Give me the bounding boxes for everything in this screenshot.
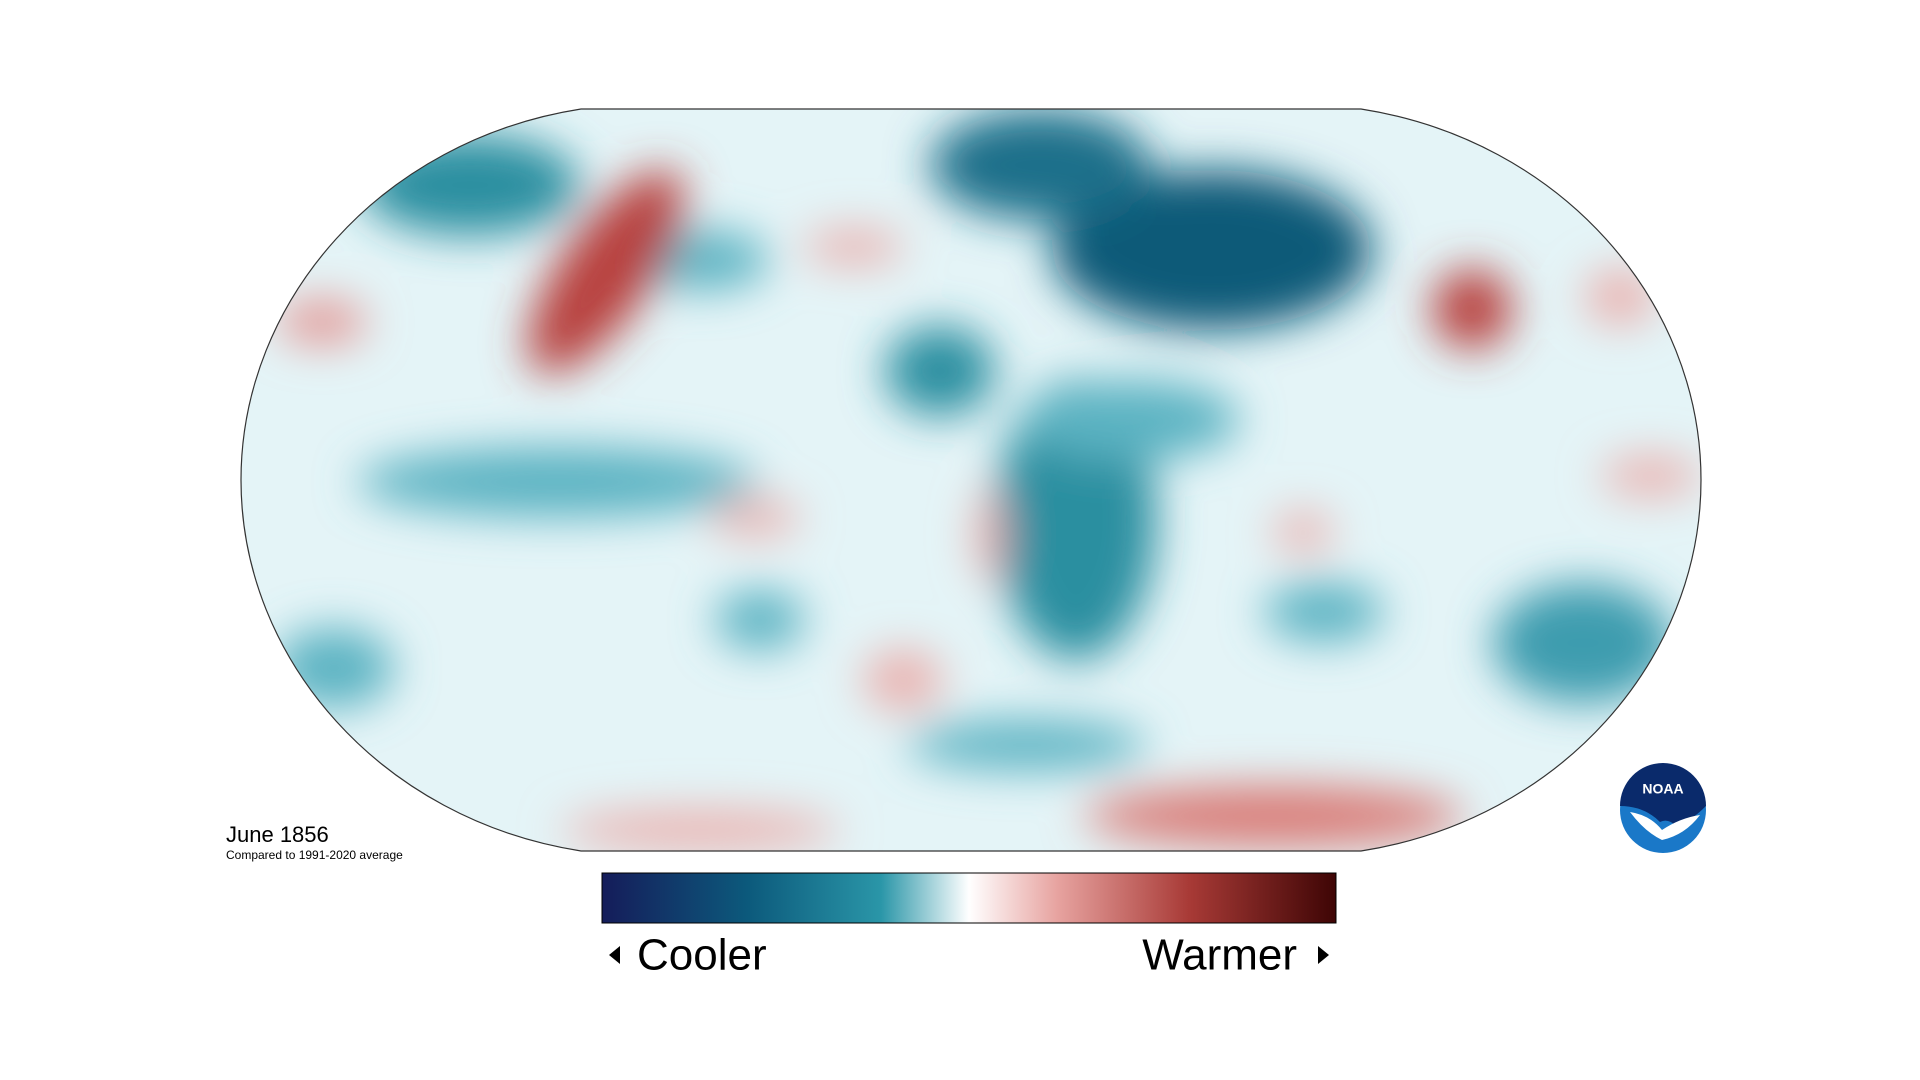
warm-anomaly xyxy=(1585,269,1655,325)
warm-anomaly xyxy=(975,490,1005,580)
color-scale-bar xyxy=(601,872,1337,924)
legend-high-label: Warmer xyxy=(1142,931,1297,980)
map-subtitle: Compared to 1991-2020 average xyxy=(226,848,403,862)
cool-anomaly xyxy=(1020,380,1240,460)
anomaly-blobs xyxy=(274,110,1701,850)
cool-anomaly xyxy=(360,135,580,235)
warm-anomaly xyxy=(1084,786,1464,846)
left-arrow xyxy=(609,946,620,964)
legend-low-label: Cooler xyxy=(637,931,767,980)
right-arrow xyxy=(1318,946,1329,964)
map-border xyxy=(240,108,1702,852)
cool-anomaly xyxy=(1264,582,1384,642)
map-field xyxy=(241,109,1701,851)
warm-anomaly xyxy=(1432,269,1512,349)
logo-top xyxy=(1620,763,1706,826)
warm-anomaly xyxy=(804,229,904,265)
warm-anomaly xyxy=(277,300,367,344)
map-title: June 1856 xyxy=(226,822,329,847)
noaa-logo: NOAA xyxy=(1620,763,1706,853)
cool-anomaly xyxy=(1052,170,1372,330)
cool-anomaly xyxy=(1493,583,1673,703)
logo-bird xyxy=(1630,812,1700,840)
warm-anomaly xyxy=(863,650,943,710)
warm-anomaly xyxy=(710,500,800,536)
cool-anomaly xyxy=(357,447,757,517)
cool-anomaly xyxy=(930,110,1150,220)
cool-anomaly xyxy=(885,326,995,416)
cool-anomaly xyxy=(907,720,1147,770)
warm-anomaly xyxy=(527,170,685,374)
logo-text: NOAA xyxy=(1642,781,1683,797)
warm-anomaly xyxy=(1601,456,1701,496)
warm-anomaly xyxy=(560,810,840,850)
cool-anomaly xyxy=(715,590,805,650)
warm-anomaly xyxy=(1273,512,1333,552)
cool-anomaly xyxy=(274,628,394,708)
